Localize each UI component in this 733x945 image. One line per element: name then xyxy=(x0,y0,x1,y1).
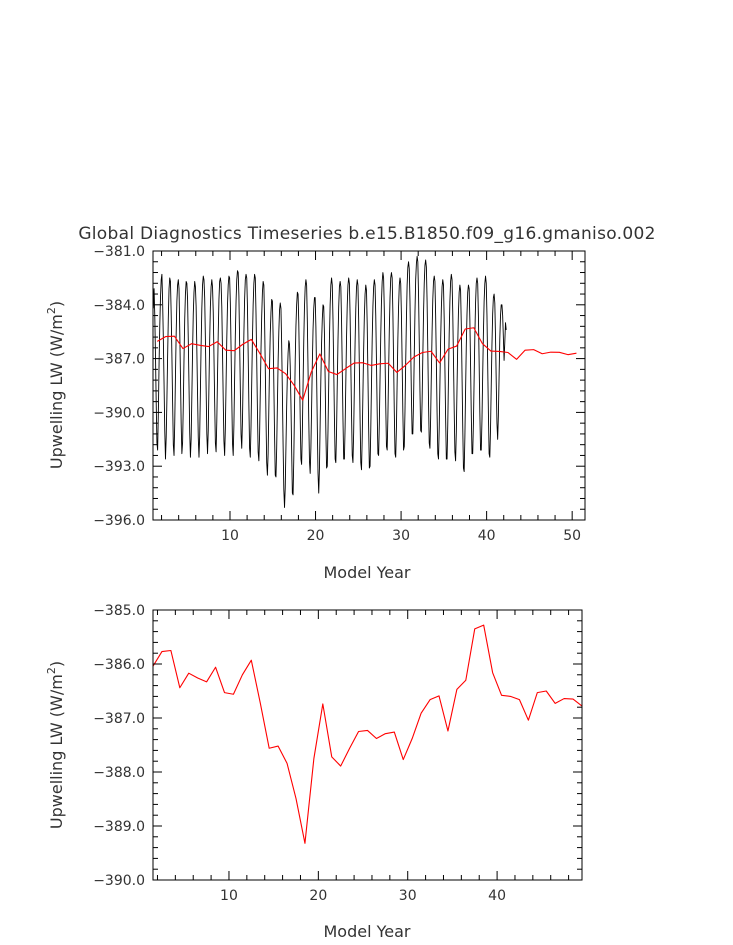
x-tick-label: 30 xyxy=(399,888,417,904)
plot-frame xyxy=(152,250,586,521)
x-tick-label: 50 xyxy=(563,528,581,544)
series-layer xyxy=(152,624,583,844)
x-tick-label: 30 xyxy=(392,528,410,544)
y-tick-label: −387.0 xyxy=(93,352,145,368)
y-tick-label: −387.0 xyxy=(93,711,145,727)
series-line-annual-mean xyxy=(152,624,583,844)
y-tick-label: −390.0 xyxy=(93,405,145,421)
x-axis-label: Model Year xyxy=(324,563,411,582)
monthly-annual-timeseries-panel: 10 20 30 40 50 −396.0 −393.0 −390.0 −387.0 −384.0… xyxy=(45,244,586,582)
y-axis-label: Upwelling LW (W/m2) xyxy=(45,301,66,469)
x-axis-label: Model Year xyxy=(324,922,411,941)
y-tick-label: −386.0 xyxy=(93,657,145,673)
y-tick-label: −385.0 xyxy=(93,603,145,619)
y-tick-label: −388.0 xyxy=(93,765,145,781)
series-layer xyxy=(152,255,577,508)
plot-frame xyxy=(152,609,583,881)
ticks-layer: 10 20 30 40 −390.0 −389.0 −388.0 −387.0 −386.0 −3… xyxy=(93,603,582,904)
series-line-annual-mean xyxy=(157,327,577,401)
x-tick-label: 10 xyxy=(221,528,239,544)
y-tick-label: −384.0 xyxy=(93,298,145,314)
x-tick-label: 40 xyxy=(478,528,496,544)
y-tick-label: −390.0 xyxy=(93,873,145,889)
y-tick-label: −396.0 xyxy=(93,513,145,529)
x-tick-label: 10 xyxy=(220,888,238,904)
x-tick-label: 20 xyxy=(309,888,327,904)
ticks-layer: 10 20 30 40 50 −396.0 −393.0 −390.0 −387.0 −384.0… xyxy=(93,244,585,544)
annual-mean-panel: 10 20 30 40 −390.0 −389.0 −388.0 −387.0 −386.0 −3… xyxy=(45,603,583,941)
y-tick-label: −381.0 xyxy=(93,244,145,260)
y-tick-label: −389.0 xyxy=(93,819,145,835)
x-tick-label: 20 xyxy=(307,528,325,544)
y-tick-label: −393.0 xyxy=(93,459,145,475)
series-line-monthly xyxy=(152,255,507,508)
y-axis-label: Upwelling LW (W/m2) xyxy=(45,661,66,829)
chart-title: Global Diagnostics Timeseries b.e15.B185… xyxy=(78,224,655,244)
x-tick-label: 40 xyxy=(488,888,506,904)
